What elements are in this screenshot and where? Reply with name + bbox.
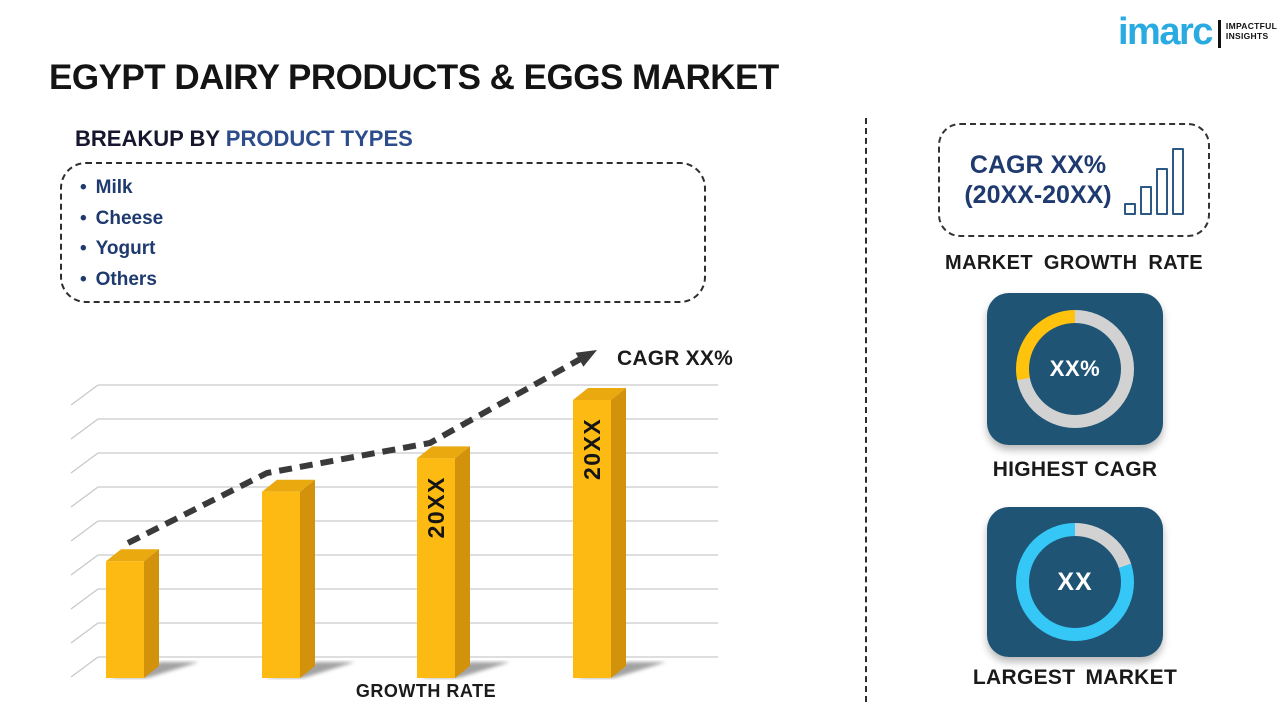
bar-top-face [262,479,315,492]
trend-arrowhead-icon [575,350,597,367]
bar-side-face [455,446,470,678]
cagr-growth-box-text: CAGR XX% (20XX-20XX) [964,150,1111,210]
imarc-logo: imarc IMPACTFUL INSIGHTS [1118,12,1277,52]
cagr-line1: CAGR XX% [969,151,1107,179]
logo-divider-bar [1217,20,1221,48]
bar-label: 20XX [423,476,449,538]
bar-chart-icon-bar [1139,186,1152,215]
imarc-logo-word: imarc [1118,11,1213,53]
list-item-yogurt: • Yogurt [80,238,156,259]
product-types-list: • Milk • Cheese • Yogurt • Others [62,173,704,295]
cagr-trend-label: CAGR XX% [617,347,733,370]
largest-market-donut-chart: XX [1016,523,1134,641]
market-growth-rate-caption: MARKET GROWTH RATE [945,252,1203,274]
section-divider-line [865,118,867,702]
bar-chart-icon-bar [1155,168,1168,215]
gridline-perspective-tick [70,384,99,406]
page-title: EGYPT DAIRY PRODUCTS & EGGS MARKET [49,58,779,97]
gridline-perspective-tick [70,622,99,644]
bar-side-face [144,549,159,678]
bar [417,458,455,678]
list-item-cheese: • Cheese [80,207,164,229]
bar-chart-icon-bar [1171,148,1184,215]
bar [106,561,144,678]
highest-cagr-caption: HIGHEST CAGR [992,458,1158,481]
gridline-perspective-tick [70,452,99,474]
gridline-perspective-tick [70,554,99,576]
largest-market-value: XX [1057,567,1093,596]
bar-chart-icon [1123,145,1184,215]
logo-tagline-line2: INSIGHTS [1225,31,1269,41]
gridline-perspective-tick [70,656,99,678]
largest-market-panel: XX [987,507,1163,657]
donut-hole: XX [1029,536,1121,628]
logo-tagline: IMPACTFUL INSIGHTS [1226,21,1277,41]
bar-chart-icon-bar [1123,203,1136,215]
trend-arrow-line [126,354,586,546]
list-item-milk: • Milk [80,177,133,198]
bar-top-face [573,388,626,400]
highest-cagr-value: XX% [1049,356,1101,381]
bullet-icon: • [80,268,87,290]
highest-cagr-donut-chart: XX% [1016,310,1134,428]
bar-label: 20XX [579,418,605,480]
bar-side-face [300,479,315,678]
gridline-perspective-tick [70,588,99,610]
gridline-perspective-tick [70,418,99,440]
gridline-perspective-tick [70,486,99,508]
bullet-icon: • [80,177,87,198]
gridline-perspective-tick [70,520,99,542]
largest-market-caption: LARGEST MARKET [972,666,1178,689]
cagr-growth-box: CAGR XX% (20XX-20XX) [938,123,1210,237]
breakup-heading-highlight: PRODUCT TYPES [225,126,413,151]
bar-top-face [417,446,470,459]
bar [262,491,300,678]
breakup-heading: BREAKUP BY PRODUCT TYPES [75,126,413,152]
cagr-line2: (20XX-20XX) [964,181,1112,209]
product-types-box: • Milk • Cheese • Yogurt • Others [60,162,706,303]
bullet-icon: • [80,207,87,229]
highest-cagr-panel: XX% [987,293,1163,445]
bullet-icon: • [80,238,87,259]
breakup-heading-prefix: BREAKUP BY [75,126,226,151]
bar-top-face [106,549,159,562]
list-item-others: • Others [80,268,157,290]
x-axis-label: GROWTH RATE [355,681,497,701]
logo-tagline-line1: IMPACTFUL [1225,21,1278,31]
bar [573,400,611,678]
growth-rate-bar-chart: 20XX 20XX CAGR XX% [70,347,733,678]
bar-side-face [611,388,626,678]
donut-hole: XX% [1029,323,1121,415]
